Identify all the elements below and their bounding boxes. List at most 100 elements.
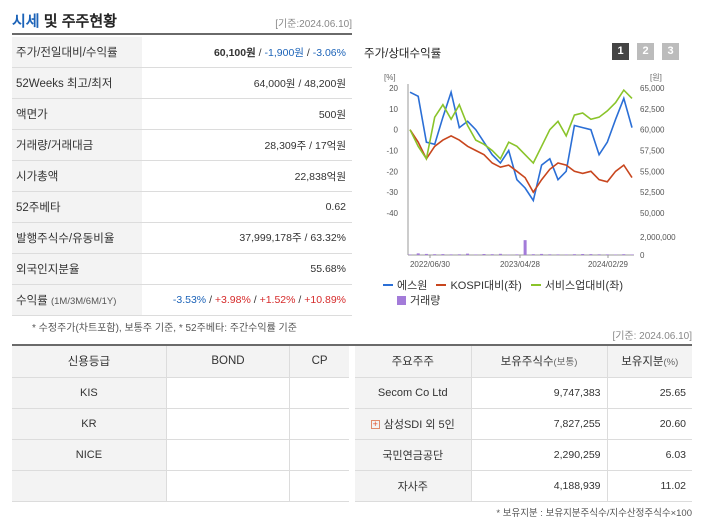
- credit-row: KR: [12, 408, 349, 440]
- volume-bar: [622, 254, 626, 255]
- return-1m: -3.53%: [172, 293, 207, 306]
- holder-header: 보유주식수(보통): [471, 346, 608, 378]
- credit-header: CP: [289, 346, 349, 378]
- y-left-tick-label: 10: [389, 105, 398, 114]
- legend-label: 에스원: [397, 280, 428, 292]
- basis-date-mid: [기준: 2024.06.10]: [612, 331, 692, 342]
- y-left-tick-label: -30: [386, 188, 398, 197]
- quote-row: 거래량/거래대금 28,309주 / 17억원: [12, 129, 352, 162]
- quote-value: 28,309주 / 17억원: [142, 129, 352, 162]
- credit-row: KIS: [12, 377, 349, 409]
- holder-pct: 25.65: [607, 377, 692, 409]
- quote-value: 500원: [142, 98, 352, 131]
- return-1y: +10.89%: [304, 293, 346, 306]
- credit-cp: [289, 408, 349, 440]
- quote-value: 64,000원 / 48,200원: [142, 67, 352, 100]
- holder-name[interactable]: + 삼성SDI 외 5인: [355, 408, 472, 440]
- y-right-tick-label: 62,500: [640, 105, 665, 114]
- legend-item-volume: 거래량: [397, 292, 440, 308]
- credit-bond: [166, 408, 291, 440]
- volume-bar: [424, 253, 428, 255]
- holder-shares: 4,188,939: [471, 470, 608, 502]
- legend-label: 서비스업대비(좌): [544, 280, 623, 292]
- volume-bar: [433, 254, 437, 255]
- legend-label: KOSPI대비(좌): [450, 280, 522, 292]
- quote-value: 37,999,178주 / 63.32%: [142, 222, 352, 254]
- sep: /: [255, 46, 265, 59]
- change-value: -1,900원: [264, 46, 304, 59]
- y-right-tick-label: 55,000: [640, 167, 665, 176]
- quote-value: 22,838억원: [142, 160, 352, 192]
- return-label: 수익률: [16, 294, 48, 307]
- legend-line-icon: [530, 284, 541, 286]
- volume-tick-label: 0: [640, 251, 645, 260]
- section-title: 시세 및 주주현황: [12, 10, 117, 31]
- quote-row: 주가/전일대비/수익률 60,100원 / -1,900원 / -3.06%: [12, 37, 352, 69]
- title-highlight: 시세: [12, 13, 40, 30]
- return-3m: +3.98%: [214, 293, 251, 306]
- holder-name-text[interactable]: 삼성SDI 외 5인: [383, 418, 455, 431]
- volume-bar: [474, 254, 478, 255]
- credit-header-row: 신용등급 BOND CP: [12, 346, 349, 378]
- volume-bar: [490, 254, 494, 255]
- holder-pct: 20.60: [607, 408, 692, 440]
- header-unit: (%): [663, 357, 679, 369]
- volume-bar: [457, 254, 461, 255]
- x-tick-label: 2023/04/28: [500, 260, 541, 269]
- credit-agency: KIS: [12, 377, 167, 409]
- legend-line-icon: [436, 284, 447, 286]
- sep: /: [298, 293, 305, 306]
- quote-value: 0.62: [142, 191, 352, 223]
- volume-bar: [540, 253, 544, 255]
- sep: /: [209, 293, 215, 306]
- quote-row: 액면가 500원: [12, 98, 352, 131]
- volume-bar: [523, 240, 527, 255]
- basis-date-top: [기준:2024.06.10]: [275, 19, 352, 30]
- volume-bar: [589, 254, 593, 255]
- series-line-2: [409, 129, 633, 194]
- volume-bar: [441, 254, 445, 255]
- holder-header-row: 주요주주 보유주식수(보통) 보유지분(%): [355, 346, 692, 378]
- quote-label: 시가총액: [12, 160, 142, 192]
- holder-row: + 삼성SDI 외 5인 7,827,255 20.60: [355, 408, 692, 440]
- chart-title: 주가/상대수익률: [364, 48, 442, 60]
- chart-legend: 에스원 KOSPI대비(좌) 서비스업대비(좌): [383, 277, 629, 293]
- period-button-3[interactable]: 3: [662, 43, 679, 60]
- volume-bar: [498, 253, 502, 255]
- quote-value: -3.53% / +3.98% / +1.52% / +10.89%: [142, 284, 352, 316]
- price-value: 60,100원: [213, 46, 256, 59]
- quote-label: 52주베타: [12, 191, 142, 223]
- y-left-tick-label: -40: [386, 209, 398, 218]
- change-pct: -3.06%: [312, 46, 346, 59]
- holder-row: 국민연금공단 2,290,259 6.03: [355, 439, 692, 471]
- quote-row: 외국인지분율 55.68%: [12, 253, 352, 285]
- volume-bar: [515, 254, 519, 255]
- period-button-1[interactable]: 1: [612, 43, 629, 60]
- credit-cp: [289, 470, 349, 502]
- y-right-tick-label: 65,000: [640, 84, 665, 93]
- holder-row: 자사주 4,188,939 11.02: [355, 470, 692, 502]
- y-left-tick-label: -20: [386, 167, 398, 176]
- expand-plus-icon[interactable]: +: [370, 419, 380, 430]
- holder-row: Secom Co Ltd 9,747,383 25.65: [355, 377, 692, 409]
- quote-value: 60,100원 / -1,900원 / -3.06%: [142, 37, 352, 69]
- period-button-2[interactable]: 2: [637, 43, 654, 60]
- x-tick-label: 2024/02/29: [588, 260, 629, 269]
- volume-bar: [408, 254, 412, 255]
- volume-bar: [605, 254, 609, 255]
- quote-row: 발행주식수/유동비율 37,999,178주 / 63.32%: [12, 222, 352, 254]
- volume-bar: [630, 254, 634, 255]
- credit-row: NICE: [12, 439, 349, 471]
- y-left-tick-label: 0: [394, 126, 399, 135]
- quote-row: 시가총액 22,838억원: [12, 160, 352, 192]
- volume-bar: [548, 254, 552, 255]
- sep: /: [253, 293, 260, 306]
- volume-bar: [564, 254, 568, 255]
- quote-label: 수익률 (1M/3M/6M/1Y): [12, 284, 142, 316]
- quote-label: 외국인지분율: [12, 253, 142, 285]
- volume-bar: [416, 253, 420, 255]
- volume-bar: [556, 254, 560, 255]
- quote-row: 52주베타 0.62: [12, 191, 352, 223]
- y-left-tick-label: 20: [389, 84, 398, 93]
- holder-header: 주요주주: [355, 346, 472, 378]
